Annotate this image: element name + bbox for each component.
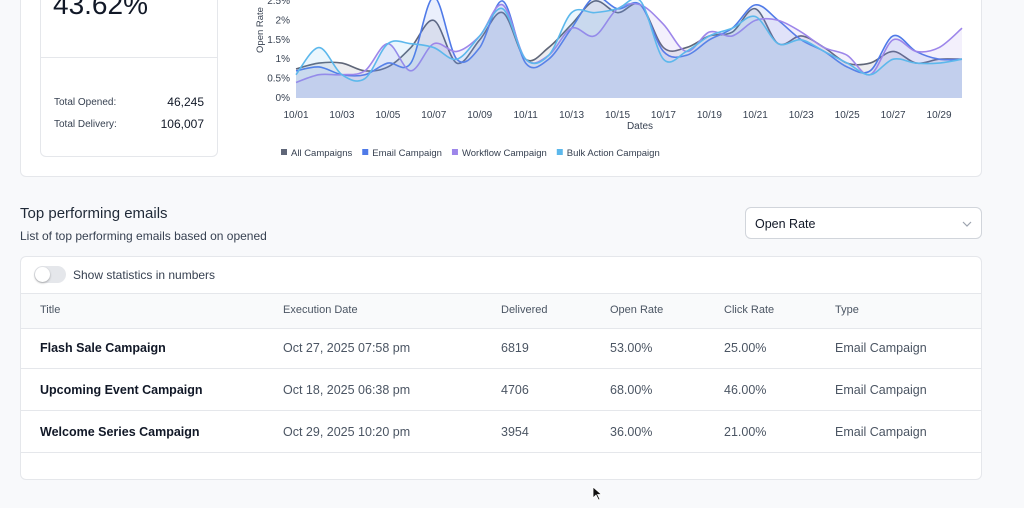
table-cell: 6819 xyxy=(501,341,529,355)
series-area xyxy=(296,0,962,98)
table-cell: 53.00% xyxy=(610,341,653,355)
table-cell: 68.00% xyxy=(610,383,653,397)
cursor xyxy=(592,486,603,501)
stat-value: 106,007 xyxy=(160,117,204,131)
x-tick-label: 10/27 xyxy=(881,110,906,121)
y-tick-label: 2% xyxy=(276,15,291,26)
stat-label: Total Delivery: xyxy=(54,119,117,130)
table-cell: 3954 xyxy=(501,425,529,439)
y-axis-title: Open Rate xyxy=(255,7,266,53)
legend-label: All Campaigns xyxy=(291,148,352,159)
x-tick-label: 10/11 xyxy=(514,110,539,121)
x-axis-title: Dates xyxy=(627,121,653,132)
table-row xyxy=(21,411,981,453)
toggle-label: Show statistics in numbers xyxy=(73,268,216,282)
series-area xyxy=(296,0,962,98)
legend-label: Email Campaign xyxy=(372,148,442,159)
legend-swatch xyxy=(451,149,458,155)
table-cell: 21.00% xyxy=(724,425,767,439)
x-tick-label: 10/19 xyxy=(697,110,722,121)
x-tick-label: 10/15 xyxy=(605,110,630,121)
column-header: Open Rate xyxy=(610,304,664,316)
section-subtitle: List of top performing emails based on o… xyxy=(20,229,267,243)
x-tick-label: 10/03 xyxy=(329,110,354,121)
y-tick-label: 0% xyxy=(276,93,291,104)
x-tick-label: 10/17 xyxy=(651,110,676,121)
x-tick-label: 10/29 xyxy=(927,110,952,121)
series-line xyxy=(295,0,963,82)
y-tick-label: 1% xyxy=(276,54,291,65)
x-tick-label: 10/01 xyxy=(283,110,308,121)
series-line xyxy=(295,2,963,84)
x-tick-label: 10/25 xyxy=(835,110,860,121)
column-header: Click Rate xyxy=(724,304,775,316)
column-header: Execution Date xyxy=(283,304,358,316)
table-cell: Email Campaign xyxy=(835,341,927,355)
table-cell: Upcoming Event Campaign xyxy=(40,383,203,397)
x-tick-label: 10/09 xyxy=(467,110,492,121)
chevron xyxy=(962,221,972,227)
table-cell: 36.00% xyxy=(610,425,653,439)
x-tick-label: 10/13 xyxy=(559,110,584,121)
table-row xyxy=(21,327,981,369)
summary-rate: 43.62% xyxy=(53,0,148,20)
table-cell: Oct 27, 2025 07:58 pm xyxy=(283,341,411,355)
table-cell: Oct 29, 2025 10:20 pm xyxy=(283,425,411,439)
y-tick-label: 0.5% xyxy=(267,74,290,85)
x-tick-label: 10/05 xyxy=(375,110,400,121)
metric-dropdown[interactable]: Open Rate xyxy=(745,207,982,239)
column-header: Title xyxy=(40,304,61,316)
table-cell: Oct 18, 2025 06:38 pm xyxy=(283,383,411,397)
series-line xyxy=(295,0,963,77)
table-header xyxy=(21,293,981,329)
table-cell: Email Campaign xyxy=(835,383,927,397)
legend-label: Bulk Action Campaign xyxy=(567,148,660,159)
table-cell: 4706 xyxy=(501,383,529,397)
toggle[interactable] xyxy=(34,266,66,283)
toggle-knob xyxy=(35,267,50,282)
stat-label: Total Opened: xyxy=(54,97,117,108)
series-area xyxy=(296,0,962,98)
x-tick-label: 10/07 xyxy=(421,110,446,121)
table-cell: Flash Sale Campaign xyxy=(40,341,166,355)
legend-swatch xyxy=(362,149,369,155)
summary-card: 43.62% Total Opened: 46,245 Total Delive… xyxy=(40,0,218,157)
x-tick-label: 10/21 xyxy=(743,110,768,121)
table-cell: Welcome Series Campaign xyxy=(40,425,200,439)
legend-swatch xyxy=(281,149,287,155)
divider xyxy=(41,57,217,58)
column-header: Delivered xyxy=(501,304,548,316)
x-tick-label: 10/23 xyxy=(789,110,814,121)
stat-value: 46,245 xyxy=(167,95,204,109)
dropdown-value: Open Rate xyxy=(755,217,816,231)
series-area xyxy=(296,3,962,98)
legend-label: Workflow Campaign xyxy=(462,148,547,159)
section-title: Top performing emails xyxy=(20,205,168,222)
chart: Open Rate Dates 0% 0.5% 1% 1.5% 2% 2.5% 10/01 1… xyxy=(255,0,963,159)
table-cell: 25.00% xyxy=(724,341,767,355)
y-tick-label: 1.5% xyxy=(267,35,290,46)
table-cell: Email Campaign xyxy=(835,425,927,439)
y-tick-label: 2.5% xyxy=(267,0,290,7)
column-header: Type xyxy=(835,304,859,316)
table-row xyxy=(21,369,981,411)
legend-swatch xyxy=(556,149,563,155)
table-cell: 46.00% xyxy=(724,383,767,397)
